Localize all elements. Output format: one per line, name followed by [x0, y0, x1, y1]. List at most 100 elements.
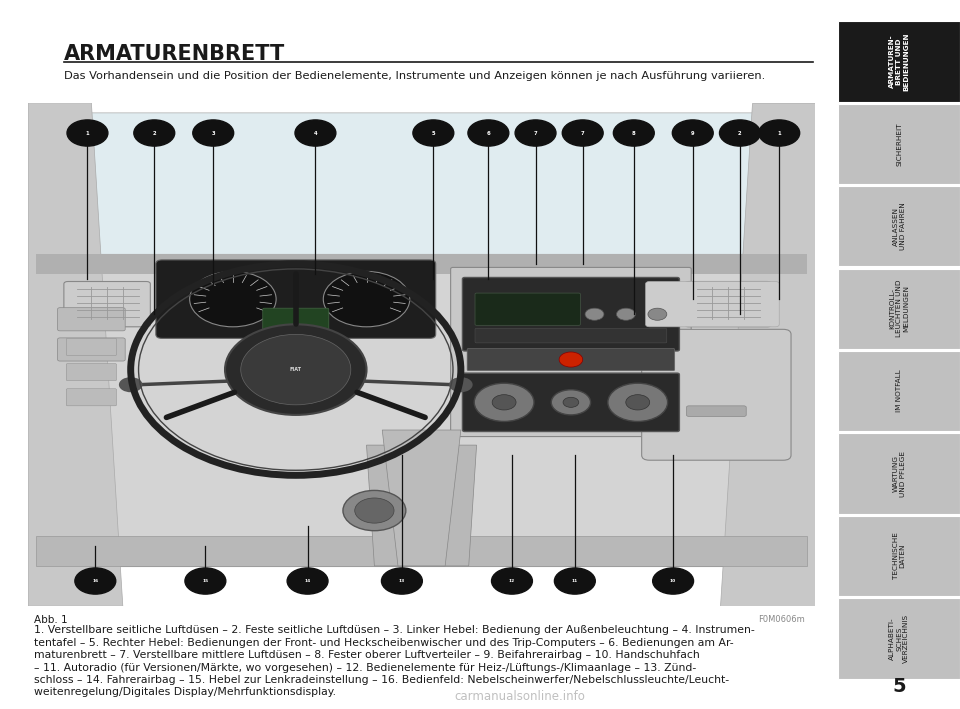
Circle shape — [295, 120, 336, 146]
Text: 8: 8 — [632, 130, 636, 135]
Text: IM NOTFALL: IM NOTFALL — [896, 370, 902, 413]
Text: Das Vorhandensein und die Position der Bedienelemente, Instrumente und Anzeigen : Das Vorhandensein und die Position der B… — [63, 71, 765, 81]
Bar — [838, 21, 960, 101]
Text: 1: 1 — [85, 130, 89, 135]
Circle shape — [355, 498, 394, 523]
Circle shape — [492, 395, 516, 410]
Circle shape — [75, 568, 116, 594]
Text: 15: 15 — [203, 579, 208, 583]
Text: ANLASSEN
UND FAHREN: ANLASSEN UND FAHREN — [893, 202, 905, 250]
FancyBboxPatch shape — [684, 281, 772, 327]
Text: 5: 5 — [432, 130, 435, 135]
FancyBboxPatch shape — [64, 281, 151, 327]
Circle shape — [585, 308, 604, 320]
Text: 12: 12 — [509, 579, 515, 583]
Circle shape — [413, 120, 454, 146]
FancyBboxPatch shape — [641, 329, 791, 460]
Circle shape — [516, 120, 556, 146]
Circle shape — [381, 568, 422, 594]
Text: 7: 7 — [581, 130, 585, 135]
Text: 2: 2 — [738, 130, 742, 135]
Text: 1: 1 — [778, 130, 781, 135]
Bar — [838, 433, 960, 513]
Circle shape — [719, 120, 760, 146]
Text: FIAT: FIAT — [290, 367, 301, 372]
Circle shape — [492, 568, 533, 594]
Text: ARMATURENBRETT: ARMATURENBRETT — [63, 44, 285, 64]
Text: ARMATUREN-
BRETT UND
BEDIENUNGEN: ARMATUREN- BRETT UND BEDIENUNGEN — [889, 32, 909, 91]
FancyBboxPatch shape — [66, 364, 116, 381]
Polygon shape — [29, 103, 123, 606]
Circle shape — [468, 120, 509, 146]
FancyBboxPatch shape — [475, 293, 581, 325]
Circle shape — [616, 308, 636, 320]
Circle shape — [608, 383, 667, 421]
Circle shape — [225, 324, 367, 415]
Circle shape — [564, 397, 579, 408]
Text: carmanualsonline.info: carmanualsonline.info — [454, 691, 585, 703]
Text: tentafel – 5. Rechter Hebel: Bedienungen der Front- und Heckscheibenwischer und : tentafel – 5. Rechter Hebel: Bedienungen… — [34, 638, 733, 648]
Circle shape — [119, 377, 142, 392]
Circle shape — [626, 395, 650, 410]
Circle shape — [133, 120, 175, 146]
Text: ALPHABETI-
SCHES
VERZEICHNIS: ALPHABETI- SCHES VERZEICHNIS — [889, 614, 909, 663]
Text: 2: 2 — [153, 130, 156, 135]
Circle shape — [559, 352, 583, 367]
Text: schloss – 14. Fahrerairbag – 15. Hebel zur Lenkradeinstellung – 16. Bedienfeld: : schloss – 14. Fahrerairbag – 15. Hebel z… — [34, 675, 729, 685]
Circle shape — [613, 120, 655, 146]
FancyBboxPatch shape — [156, 260, 436, 338]
Polygon shape — [36, 254, 806, 274]
Text: F0M0606m: F0M0606m — [757, 615, 804, 625]
Circle shape — [241, 335, 350, 405]
FancyBboxPatch shape — [686, 406, 746, 416]
Circle shape — [193, 120, 233, 146]
Text: 5: 5 — [892, 677, 906, 696]
Bar — [838, 598, 960, 679]
Text: 7: 7 — [534, 130, 538, 135]
Text: maturenbrett – 7. Verstellbare mittlere Luftdüsen – 8. Fester oberer Luftverteil: maturenbrett – 7. Verstellbare mittlere … — [34, 650, 699, 660]
Text: 13: 13 — [398, 579, 405, 583]
Circle shape — [287, 568, 328, 594]
Text: 3: 3 — [211, 130, 215, 135]
Text: weitenregelung/Digitales Display/Mehrfunktionsdisplay.: weitenregelung/Digitales Display/Mehrfun… — [34, 688, 336, 698]
FancyBboxPatch shape — [58, 308, 125, 331]
Text: 16: 16 — [92, 579, 98, 583]
FancyBboxPatch shape — [66, 389, 116, 406]
FancyBboxPatch shape — [450, 267, 691, 437]
Circle shape — [672, 120, 713, 146]
Bar — [838, 186, 960, 267]
Text: 14: 14 — [304, 579, 311, 583]
Polygon shape — [36, 254, 806, 566]
Text: WARTUNG
UND PFLEGE: WARTUNG UND PFLEGE — [893, 450, 905, 496]
Text: – 11. Autoradio (für Versionen/Märkte, wo vorgesehen) – 12. Bedienelemente für H: – 11. Autoradio (für Versionen/Märkte, w… — [34, 662, 696, 673]
Polygon shape — [367, 445, 476, 566]
FancyBboxPatch shape — [468, 348, 675, 371]
Polygon shape — [720, 103, 815, 606]
Circle shape — [449, 377, 472, 392]
Circle shape — [324, 272, 410, 327]
Circle shape — [67, 120, 108, 146]
Bar — [838, 269, 960, 349]
Text: Abb. 1: Abb. 1 — [34, 615, 67, 625]
Polygon shape — [382, 430, 461, 566]
Polygon shape — [44, 113, 799, 264]
Circle shape — [474, 383, 534, 421]
Text: 1. Verstellbare seitliche Luftdüsen – 2. Feste seitliche Luftdüsen – 3. Linker H: 1. Verstellbare seitliche Luftdüsen – 2.… — [34, 625, 755, 635]
Text: KONTROLL-
LEUCHTEN UND
MELDUNGEN: KONTROLL- LEUCHTEN UND MELDUNGEN — [889, 280, 909, 337]
Text: SICHERHEIT: SICHERHEIT — [896, 122, 902, 166]
Circle shape — [648, 308, 667, 320]
Bar — [838, 351, 960, 431]
Text: 11: 11 — [572, 579, 578, 583]
Polygon shape — [36, 536, 806, 566]
Circle shape — [555, 568, 595, 594]
Text: 10: 10 — [670, 579, 676, 583]
Circle shape — [343, 491, 406, 530]
Circle shape — [563, 120, 603, 146]
FancyBboxPatch shape — [58, 338, 125, 361]
FancyBboxPatch shape — [66, 338, 116, 355]
FancyBboxPatch shape — [475, 328, 667, 343]
FancyBboxPatch shape — [463, 277, 680, 351]
Text: TECHNISCHE
DATEN: TECHNISCHE DATEN — [893, 532, 905, 579]
FancyBboxPatch shape — [263, 308, 328, 330]
FancyBboxPatch shape — [463, 373, 680, 432]
